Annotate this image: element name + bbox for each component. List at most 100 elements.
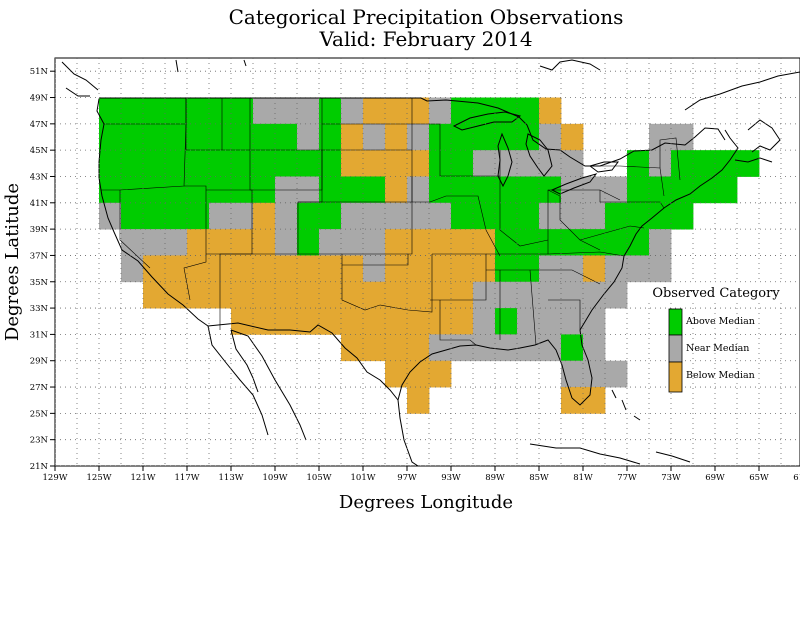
legend-title: Observed Category	[652, 286, 780, 301]
grid-cell	[539, 308, 562, 335]
grid-cell	[275, 281, 298, 309]
grid-cell	[539, 97, 562, 125]
grid-cell	[605, 229, 628, 256]
newfoundland	[747, 119, 781, 153]
grid-cell	[341, 176, 364, 204]
grid-cell	[407, 308, 430, 335]
grid-cell	[165, 202, 188, 230]
bahamas	[611, 389, 641, 421]
grid-cell	[649, 255, 672, 283]
grid-cell	[539, 281, 562, 309]
grid-cell	[297, 255, 320, 283]
grid-cell	[407, 387, 430, 414]
grid-cell	[231, 229, 254, 256]
grid-cell	[539, 229, 562, 256]
grid-cell	[319, 150, 342, 177]
grid-cell	[209, 229, 232, 256]
grid-cell	[517, 308, 540, 335]
grid-cell	[253, 123, 276, 151]
legend-label-above: Above Median	[685, 316, 755, 327]
grid-cell	[451, 123, 474, 151]
grid-cell	[583, 255, 606, 283]
grid-cell	[473, 150, 496, 177]
grid-cell	[363, 150, 386, 177]
grid-cell	[649, 176, 672, 204]
grid-cell	[165, 176, 188, 204]
grid-cell	[341, 123, 364, 151]
grid-cell	[539, 123, 562, 151]
grid-cell	[671, 123, 694, 151]
hudson-coast	[175, 59, 601, 73]
y-tick-label: 37N	[30, 251, 49, 261]
grid-cell	[561, 255, 584, 283]
grid-cell	[121, 202, 144, 230]
grid-cell	[143, 176, 166, 204]
grid-cell	[429, 229, 452, 256]
grid-cell	[649, 202, 672, 230]
grid-cell	[473, 123, 496, 151]
grid-cell	[385, 176, 408, 204]
grid-cell	[275, 308, 298, 335]
grid-cell	[363, 281, 386, 309]
chart-subtitle: Valid: February 2014	[318, 27, 532, 51]
grid-cell	[253, 150, 276, 177]
grid-cell	[297, 281, 320, 309]
grid-cell	[297, 229, 320, 256]
grid-cell	[187, 281, 210, 309]
grid-cell	[319, 229, 342, 256]
grid-cell	[231, 97, 254, 125]
grid-cell	[319, 281, 342, 309]
x-tick-label: 93W	[441, 473, 461, 483]
lake-erie	[550, 173, 598, 195]
grid-cell	[99, 97, 122, 125]
atlantic-coast	[579, 129, 739, 331]
grid-cell	[143, 150, 166, 177]
grid-cell	[517, 281, 540, 309]
grid-cell	[231, 281, 254, 309]
grid-cell	[363, 334, 386, 362]
grid-cell	[385, 334, 408, 362]
x-tick-label: 77W	[617, 473, 637, 483]
grid-cell	[143, 281, 166, 309]
grid-cell	[473, 255, 496, 283]
quebec-coast	[684, 71, 800, 111]
legend-swatch-below	[668, 361, 683, 393]
grid-cell	[495, 255, 518, 283]
grid-cell	[671, 176, 694, 204]
grid-cell	[319, 176, 342, 204]
grid-cell	[275, 255, 298, 283]
y-tick-label: 49N	[30, 94, 49, 104]
grid-cell	[495, 334, 518, 362]
grid-cell	[517, 97, 540, 125]
legend-label-near: Near Median	[686, 343, 749, 354]
grid-cell	[187, 255, 210, 283]
pacific-coast	[96, 98, 209, 327]
grid-cell	[187, 123, 210, 151]
grid-cell	[297, 202, 320, 230]
grid-cell	[341, 229, 364, 256]
grid-cell	[121, 123, 144, 151]
y-axis: 51N 49N 47N 45N 43N 41N 39N 37N 35N 33N 31N 29N 27N 2…	[30, 67, 55, 472]
x-tick-label: 65W	[749, 473, 769, 483]
grid-cell	[407, 150, 430, 177]
lake-ontario	[588, 161, 619, 173]
grid-cell	[407, 360, 430, 388]
grid-cell	[385, 123, 408, 151]
grid-cell	[495, 281, 518, 309]
y-tick-label: 31N	[30, 330, 49, 340]
x-tick-label: 81W	[573, 473, 593, 483]
lake-huron	[525, 133, 553, 177]
grid-cell	[605, 176, 628, 204]
grid-cell	[385, 308, 408, 335]
x-tick-label: 85W	[529, 473, 549, 483]
grid-cell	[583, 229, 606, 256]
grid-cell	[583, 387, 606, 414]
grid-cell	[451, 281, 474, 309]
cuba	[529, 443, 641, 465]
grid-cell	[517, 150, 540, 177]
grid-cell	[385, 281, 408, 309]
grid-cell	[253, 229, 276, 256]
grid-cell	[121, 97, 144, 125]
grid-cell	[341, 334, 364, 362]
grid-cell	[209, 202, 232, 230]
